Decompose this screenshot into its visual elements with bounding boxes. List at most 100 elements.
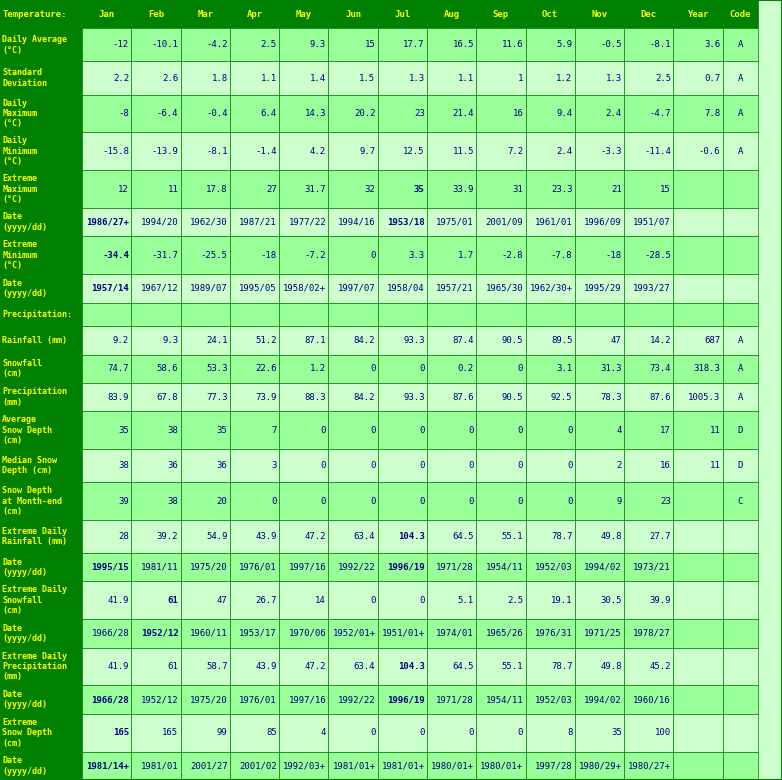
- Bar: [427, 647, 476, 686]
- Bar: [575, 411, 624, 449]
- Bar: [279, 208, 328, 236]
- Bar: [378, 303, 427, 326]
- Bar: [279, 553, 328, 581]
- Bar: [526, 647, 575, 686]
- Bar: [526, 133, 575, 170]
- Text: 1954/11: 1954/11: [486, 695, 523, 704]
- Text: 687: 687: [704, 336, 720, 345]
- Bar: [526, 714, 575, 752]
- Text: 1975/20: 1975/20: [190, 695, 228, 704]
- Bar: [279, 170, 328, 208]
- Bar: [575, 170, 624, 208]
- Bar: [230, 647, 279, 686]
- Text: Jan: Jan: [99, 9, 115, 19]
- Bar: [82, 686, 131, 714]
- Text: 1975/20: 1975/20: [190, 563, 228, 572]
- Bar: [82, 581, 131, 619]
- Text: 0: 0: [468, 461, 474, 470]
- Text: 16: 16: [512, 109, 523, 118]
- Bar: [230, 686, 279, 714]
- Bar: [82, 411, 131, 449]
- Text: Daily Average
(°C): Daily Average (°C): [2, 35, 67, 55]
- Bar: [723, 752, 758, 780]
- Bar: [624, 752, 673, 780]
- Bar: [230, 355, 279, 383]
- Bar: [0, 520, 82, 553]
- Bar: [82, 619, 131, 647]
- Bar: [673, 62, 723, 94]
- Text: 20.2: 20.2: [354, 109, 375, 118]
- Bar: [526, 581, 575, 619]
- Text: -4.2: -4.2: [206, 41, 228, 49]
- Bar: [0, 752, 82, 780]
- Bar: [673, 208, 723, 236]
- Text: 78.3: 78.3: [601, 392, 622, 402]
- Bar: [427, 714, 476, 752]
- Text: 0: 0: [321, 461, 326, 470]
- Text: Extreme
Maximum
(°C): Extreme Maximum (°C): [2, 174, 38, 204]
- Bar: [624, 581, 673, 619]
- Text: 0.7: 0.7: [704, 73, 720, 83]
- Text: -8.1: -8.1: [650, 41, 671, 49]
- Text: 0: 0: [468, 426, 474, 434]
- Text: 3: 3: [271, 461, 277, 470]
- Bar: [723, 275, 758, 303]
- Text: 1992/22: 1992/22: [338, 695, 375, 704]
- Text: 23: 23: [414, 109, 425, 118]
- Text: 43.9: 43.9: [256, 662, 277, 671]
- Bar: [131, 411, 181, 449]
- Text: 1995/15: 1995/15: [91, 563, 129, 572]
- Bar: [526, 0, 575, 28]
- Bar: [230, 62, 279, 94]
- Bar: [526, 303, 575, 326]
- Text: D: D: [737, 461, 743, 470]
- Bar: [279, 647, 328, 686]
- Bar: [131, 303, 181, 326]
- Bar: [427, 752, 476, 780]
- Text: 90.5: 90.5: [502, 336, 523, 345]
- Bar: [427, 28, 476, 62]
- Bar: [181, 208, 230, 236]
- Text: 1965/30: 1965/30: [486, 284, 523, 292]
- Bar: [131, 619, 181, 647]
- Bar: [673, 647, 723, 686]
- Bar: [279, 236, 328, 275]
- Text: Median Snow
Depth (cm): Median Snow Depth (cm): [2, 456, 57, 475]
- Bar: [673, 355, 723, 383]
- Text: 2001/02: 2001/02: [239, 761, 277, 771]
- Bar: [0, 647, 82, 686]
- Text: 58.6: 58.6: [157, 364, 178, 373]
- Bar: [575, 275, 624, 303]
- Bar: [723, 714, 758, 752]
- Bar: [181, 326, 230, 355]
- Bar: [476, 520, 526, 553]
- Text: 11.5: 11.5: [453, 147, 474, 156]
- Bar: [82, 326, 131, 355]
- Bar: [575, 647, 624, 686]
- Text: 1995/29: 1995/29: [584, 284, 622, 292]
- Text: 0: 0: [370, 426, 375, 434]
- Text: 1996/19: 1996/19: [387, 563, 425, 572]
- Text: 1966/28: 1966/28: [91, 695, 129, 704]
- Bar: [575, 520, 624, 553]
- Bar: [230, 411, 279, 449]
- Bar: [328, 355, 378, 383]
- Bar: [378, 553, 427, 581]
- Text: 64.5: 64.5: [453, 532, 474, 541]
- Bar: [82, 752, 131, 780]
- Bar: [427, 62, 476, 94]
- Text: 0: 0: [370, 364, 375, 373]
- Bar: [575, 714, 624, 752]
- Text: 1981/01+: 1981/01+: [332, 761, 375, 771]
- Text: 0: 0: [468, 497, 474, 505]
- Text: Feb: Feb: [148, 9, 164, 19]
- Text: 1996/09: 1996/09: [584, 218, 622, 227]
- Text: -8: -8: [118, 109, 129, 118]
- Bar: [673, 686, 723, 714]
- Bar: [624, 553, 673, 581]
- Bar: [279, 482, 328, 520]
- Bar: [181, 752, 230, 780]
- Text: -11.4: -11.4: [644, 147, 671, 156]
- Text: 88.3: 88.3: [305, 392, 326, 402]
- Text: 11.6: 11.6: [502, 41, 523, 49]
